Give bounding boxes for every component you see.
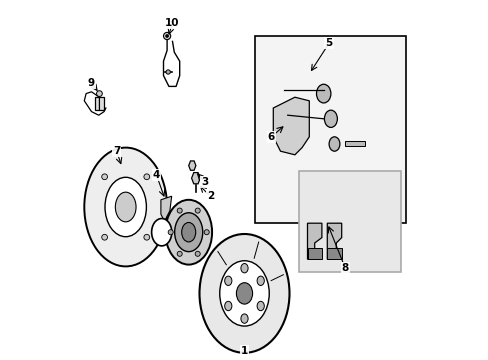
- Circle shape: [195, 208, 200, 213]
- Circle shape: [102, 174, 107, 180]
- Text: 3: 3: [201, 177, 208, 187]
- Text: 6: 6: [267, 132, 275, 142]
- Polygon shape: [188, 161, 196, 170]
- Ellipse shape: [84, 148, 167, 266]
- Ellipse shape: [224, 301, 231, 311]
- Text: 2: 2: [206, 191, 213, 201]
- Ellipse shape: [316, 84, 330, 103]
- Ellipse shape: [115, 192, 136, 222]
- Polygon shape: [326, 248, 341, 259]
- Bar: [255, 36, 406, 223]
- Circle shape: [102, 234, 107, 240]
- Circle shape: [165, 35, 168, 37]
- Ellipse shape: [328, 137, 339, 151]
- Circle shape: [143, 174, 149, 180]
- Polygon shape: [307, 248, 321, 259]
- Circle shape: [204, 230, 209, 235]
- Circle shape: [166, 70, 170, 74]
- Polygon shape: [273, 97, 309, 155]
- Circle shape: [163, 32, 170, 40]
- Circle shape: [177, 251, 182, 256]
- Ellipse shape: [241, 264, 247, 273]
- Circle shape: [96, 91, 102, 96]
- Polygon shape: [326, 223, 341, 259]
- Circle shape: [168, 230, 173, 235]
- Ellipse shape: [324, 110, 337, 127]
- Text: 1: 1: [241, 346, 247, 356]
- Text: 4: 4: [152, 170, 160, 180]
- Text: 8: 8: [341, 263, 348, 273]
- Polygon shape: [307, 223, 321, 259]
- Ellipse shape: [182, 222, 195, 242]
- Bar: [95, 97, 104, 110]
- Ellipse shape: [199, 234, 289, 353]
- Ellipse shape: [236, 283, 252, 304]
- Bar: [345, 141, 365, 146]
- Circle shape: [143, 234, 149, 240]
- Ellipse shape: [174, 213, 203, 252]
- Ellipse shape: [241, 314, 247, 323]
- Ellipse shape: [224, 276, 231, 285]
- Polygon shape: [161, 196, 171, 221]
- Text: 9: 9: [88, 78, 95, 88]
- Polygon shape: [191, 172, 200, 184]
- Circle shape: [177, 208, 182, 213]
- Bar: [298, 171, 400, 272]
- Ellipse shape: [257, 301, 264, 311]
- Ellipse shape: [151, 219, 171, 246]
- Text: 10: 10: [165, 18, 180, 28]
- Circle shape: [195, 251, 200, 256]
- Text: 5: 5: [325, 38, 332, 48]
- Text: 7: 7: [113, 146, 120, 156]
- Ellipse shape: [105, 177, 146, 237]
- Ellipse shape: [219, 261, 269, 326]
- Ellipse shape: [257, 276, 264, 285]
- Ellipse shape: [165, 200, 212, 265]
